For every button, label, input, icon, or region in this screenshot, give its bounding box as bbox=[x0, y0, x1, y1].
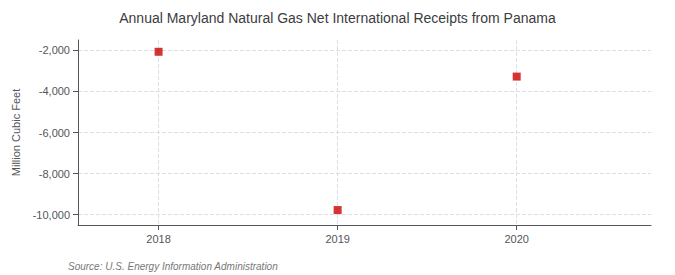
svg-text:-6,000: -6,000 bbox=[39, 127, 70, 139]
svg-text:2018: 2018 bbox=[146, 233, 170, 245]
svg-text:-10,000: -10,000 bbox=[33, 209, 70, 221]
svg-text:Annual Maryland Natural Gas Ne: Annual Maryland Natural Gas Net Internat… bbox=[119, 10, 556, 26]
svg-text:-2,000: -2,000 bbox=[39, 44, 70, 56]
svg-text:Million Cubic Feet: Million Cubic Feet bbox=[10, 89, 22, 176]
svg-text:-8,000: -8,000 bbox=[39, 168, 70, 180]
svg-text:Source: U.S. Energy Informatio: Source: U.S. Energy Information Administ… bbox=[68, 261, 278, 272]
svg-text:-4,000: -4,000 bbox=[39, 85, 70, 97]
svg-text:2019: 2019 bbox=[325, 233, 349, 245]
svg-text:2020: 2020 bbox=[504, 233, 528, 245]
